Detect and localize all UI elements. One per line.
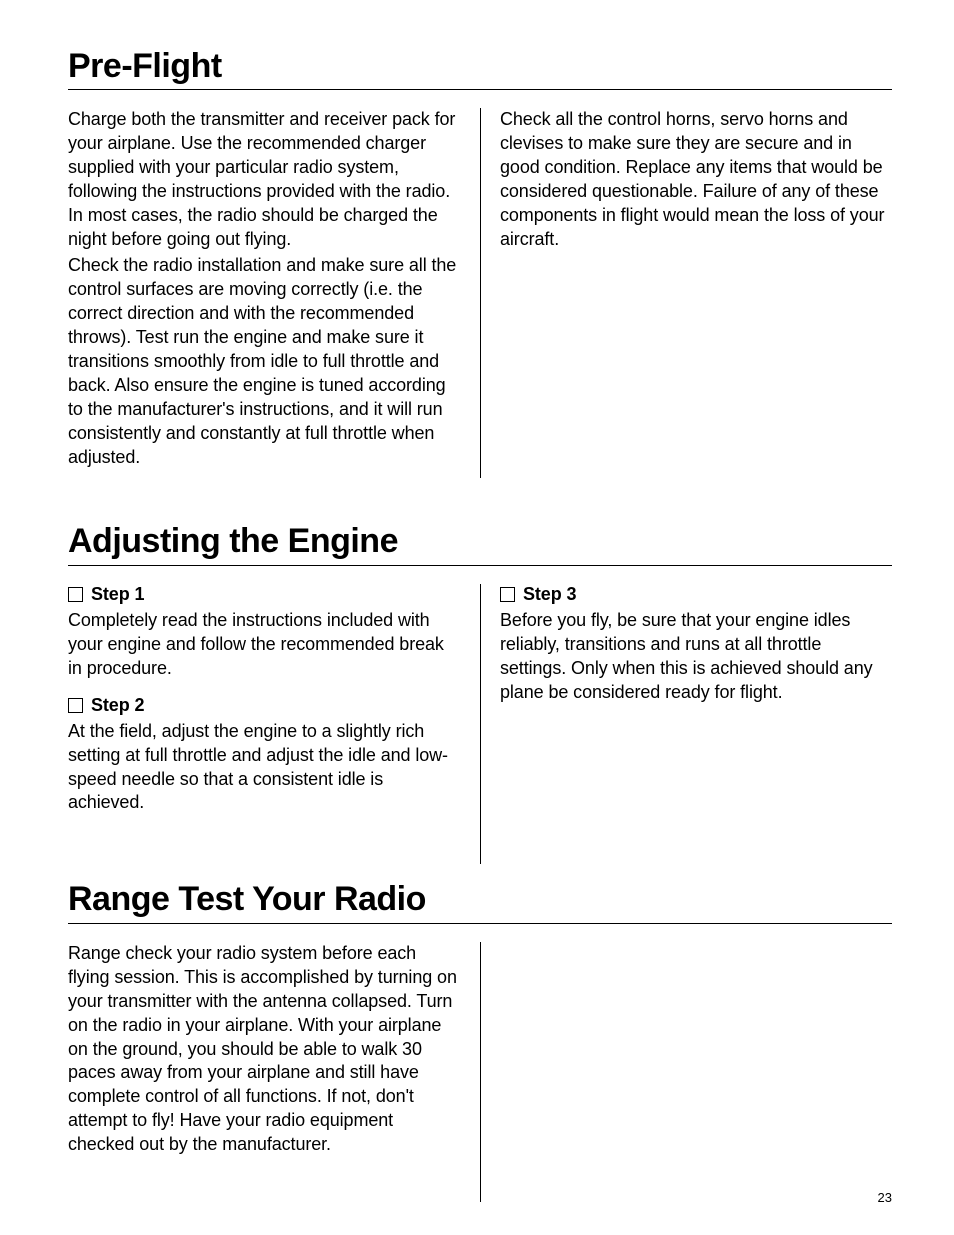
step-1-label: Step 1: [91, 584, 144, 605]
preflight-columns: Charge both the transmitter and receiver…: [68, 108, 892, 471]
step-3-text: Before you fly, be sure that your engine…: [500, 609, 892, 705]
step-2-text: At the field, adjust the engine to a sli…: [68, 720, 460, 816]
range-test-columns: Range check your radio system before eac…: [68, 942, 892, 1159]
preflight-col-left: Charge both the transmitter and receiver…: [68, 108, 480, 471]
checkbox-icon: [500, 587, 515, 602]
step-2-head: Step 2: [68, 695, 460, 716]
page-container: Pre-Flight Charge both the transmitter a…: [0, 0, 954, 1159]
section-preflight: Pre-Flight Charge both the transmitter a…: [68, 48, 892, 471]
step-2-block: Step 2 At the field, adjust the engine t…: [68, 695, 460, 816]
step-1-text: Completely read the instructions include…: [68, 609, 460, 681]
adjust-engine-columns: Step 1 Completely read the instructions …: [68, 584, 892, 830]
adjust-engine-col-right: Step 3 Before you fly, be sure that your…: [480, 584, 892, 830]
preflight-divider: [480, 108, 481, 478]
adjust-engine-divider: [480, 584, 481, 864]
preflight-left-p2: Check the radio installation and make su…: [68, 254, 460, 469]
preflight-left-p1: Charge both the transmitter and receiver…: [68, 108, 460, 252]
range-test-col-left: Range check your radio system before eac…: [68, 942, 480, 1159]
preflight-right-p1: Check all the control horns, servo horns…: [500, 108, 892, 252]
heading-range-test: Range Test Your Radio: [68, 881, 892, 923]
range-test-left-p1: Range check your radio system before eac…: [68, 942, 460, 1157]
page-number: 23: [878, 1190, 892, 1205]
step-1-head: Step 1: [68, 584, 460, 605]
preflight-col-right: Check all the control horns, servo horns…: [480, 108, 892, 471]
step-1-block: Step 1 Completely read the instructions …: [68, 584, 460, 681]
section-adjust-engine: Adjusting the Engine Step 1 Completely r…: [68, 523, 892, 829]
heading-preflight: Pre-Flight: [68, 48, 892, 90]
step-3-head: Step 3: [500, 584, 892, 605]
section-range-test: Range Test Your Radio Range check your r…: [68, 881, 892, 1159]
checkbox-icon: [68, 587, 83, 602]
checkbox-icon: [68, 698, 83, 713]
step-3-label: Step 3: [523, 584, 576, 605]
step-2-label: Step 2: [91, 695, 144, 716]
range-test-col-right: [480, 942, 892, 1159]
range-test-divider: [480, 942, 481, 1202]
adjust-engine-col-left: Step 1 Completely read the instructions …: [68, 584, 480, 830]
step-3-block: Step 3 Before you fly, be sure that your…: [500, 584, 892, 705]
heading-adjust-engine: Adjusting the Engine: [68, 523, 892, 565]
